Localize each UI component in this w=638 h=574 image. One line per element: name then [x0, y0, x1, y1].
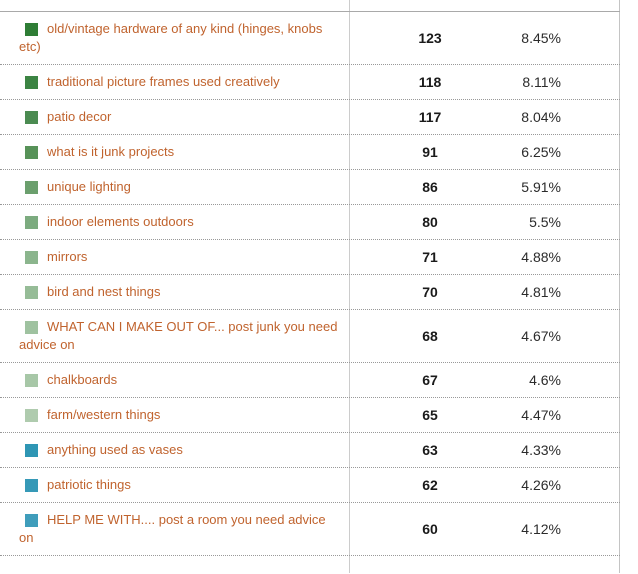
color-swatch-icon [25, 374, 38, 387]
vote-count: 70 [422, 284, 438, 300]
table-row: WHAT CAN I MAKE OUT OF... post junk you … [0, 310, 620, 363]
vote-count: 117 [418, 109, 442, 125]
answer-cell: farm/western things [0, 398, 350, 432]
table-row: mirrors 71 4.88% [0, 240, 620, 275]
color-swatch-icon [25, 76, 38, 89]
color-swatch-icon [25, 23, 38, 36]
answer-cell: what is it junk projects [0, 135, 350, 169]
color-swatch-icon [25, 286, 38, 299]
next-row-cutoff [0, 556, 620, 573]
header-percent-cell [510, 0, 620, 11]
answer-cell: indoor elements outdoors [0, 205, 350, 239]
vote-percentage: 5.5% [510, 205, 620, 239]
color-swatch-icon [25, 181, 38, 194]
poll-results-table: old/vintage hardware of any kind (hinges… [0, 0, 620, 573]
answer-cell: HELP ME WITH.... post a room you need ad… [0, 503, 350, 555]
color-swatch-icon [25, 251, 38, 264]
vote-count: 91 [422, 144, 438, 160]
vote-count: 65 [422, 407, 438, 423]
vote-percentage: 8.04% [510, 100, 620, 134]
vote-percentage: 4.88% [510, 240, 620, 274]
vote-count: 62 [422, 477, 438, 493]
table-body: old/vintage hardware of any kind (hinges… [0, 12, 620, 556]
answer-cell: chalkboards [0, 363, 350, 397]
header-answer-cell [0, 0, 350, 11]
answer-cell: WHAT CAN I MAKE OUT OF... post junk you … [0, 310, 350, 362]
answer-link[interactable]: what is it junk projects [47, 144, 175, 159]
answer-cell: patriotic things [0, 468, 350, 502]
answer-link[interactable]: anything used as vases [47, 442, 183, 457]
vote-percentage: 4.12% [510, 503, 620, 555]
vote-count: 123 [418, 30, 442, 46]
vote-percentage: 4.47% [510, 398, 620, 432]
answer-link[interactable]: farm/western things [47, 407, 161, 422]
vote-count: 67 [422, 372, 438, 388]
answer-link[interactable]: WHAT CAN I MAKE OUT OF... post junk you … [19, 319, 338, 352]
answer-link[interactable]: patriotic things [47, 477, 131, 492]
vote-count: 60 [422, 521, 438, 537]
vote-percentage: 8.45% [510, 12, 620, 64]
vote-percentage: 5.91% [510, 170, 620, 204]
answer-cell: mirrors [0, 240, 350, 274]
answer-cell: old/vintage hardware of any kind (hinges… [0, 12, 350, 64]
footer-answer-cell [0, 556, 350, 573]
table-row: farm/western things 65 4.47% [0, 398, 620, 433]
answer-link[interactable]: traditional picture frames used creative… [47, 74, 280, 89]
answer-cell: traditional picture frames used creative… [0, 65, 350, 99]
answer-link[interactable]: bird and nest things [47, 284, 161, 299]
vote-percentage: 4.6% [510, 363, 620, 397]
answer-cell: patio decor [0, 100, 350, 134]
table-row: patriotic things 62 4.26% [0, 468, 620, 503]
vote-percentage: 4.26% [510, 468, 620, 502]
table-row: traditional picture frames used creative… [0, 65, 620, 100]
color-swatch-icon [25, 409, 38, 422]
answer-cell: anything used as vases [0, 433, 350, 467]
table-row: unique lighting 86 5.91% [0, 170, 620, 205]
table-row: what is it junk projects 91 6.25% [0, 135, 620, 170]
footer-votes-cell [350, 556, 510, 573]
table-row: chalkboards 67 4.6% [0, 363, 620, 398]
color-swatch-icon [25, 321, 38, 334]
table-row: indoor elements outdoors 80 5.5% [0, 205, 620, 240]
table-row: old/vintage hardware of any kind (hinges… [0, 12, 620, 65]
vote-count: 86 [422, 179, 438, 195]
answer-link[interactable]: HELP ME WITH.... post a room you need ad… [19, 512, 326, 545]
color-swatch-icon [25, 146, 38, 159]
table-row: HELP ME WITH.... post a room you need ad… [0, 503, 620, 556]
color-swatch-icon [25, 479, 38, 492]
answer-link[interactable]: patio decor [47, 109, 112, 124]
vote-percentage: 8.11% [510, 65, 620, 99]
answer-link[interactable]: unique lighting [47, 179, 131, 194]
color-swatch-icon [25, 111, 38, 124]
vote-percentage: 4.81% [510, 275, 620, 309]
header-votes-cell [350, 0, 510, 11]
answer-link[interactable]: chalkboards [47, 372, 118, 387]
table-row: patio decor 117 8.04% [0, 100, 620, 135]
header-row-cutoff [0, 0, 620, 12]
table-row: bird and nest things 70 4.81% [0, 275, 620, 310]
answer-link[interactable]: indoor elements outdoors [47, 214, 194, 229]
vote-percentage: 4.33% [510, 433, 620, 467]
vote-count: 71 [422, 249, 438, 265]
color-swatch-icon [25, 514, 38, 527]
vote-percentage: 4.67% [510, 310, 620, 362]
table-row: anything used as vases 63 4.33% [0, 433, 620, 468]
answer-link[interactable]: mirrors [47, 249, 88, 264]
vote-count: 118 [418, 74, 442, 90]
vote-percentage: 6.25% [510, 135, 620, 169]
answer-cell: bird and nest things [0, 275, 350, 309]
answer-link[interactable]: old/vintage hardware of any kind (hinges… [19, 21, 323, 54]
vote-count: 80 [422, 214, 438, 230]
answer-cell: unique lighting [0, 170, 350, 204]
footer-percent-cell [510, 556, 620, 573]
vote-count: 68 [422, 328, 438, 344]
color-swatch-icon [25, 216, 38, 229]
vote-count: 63 [422, 442, 438, 458]
color-swatch-icon [25, 444, 38, 457]
